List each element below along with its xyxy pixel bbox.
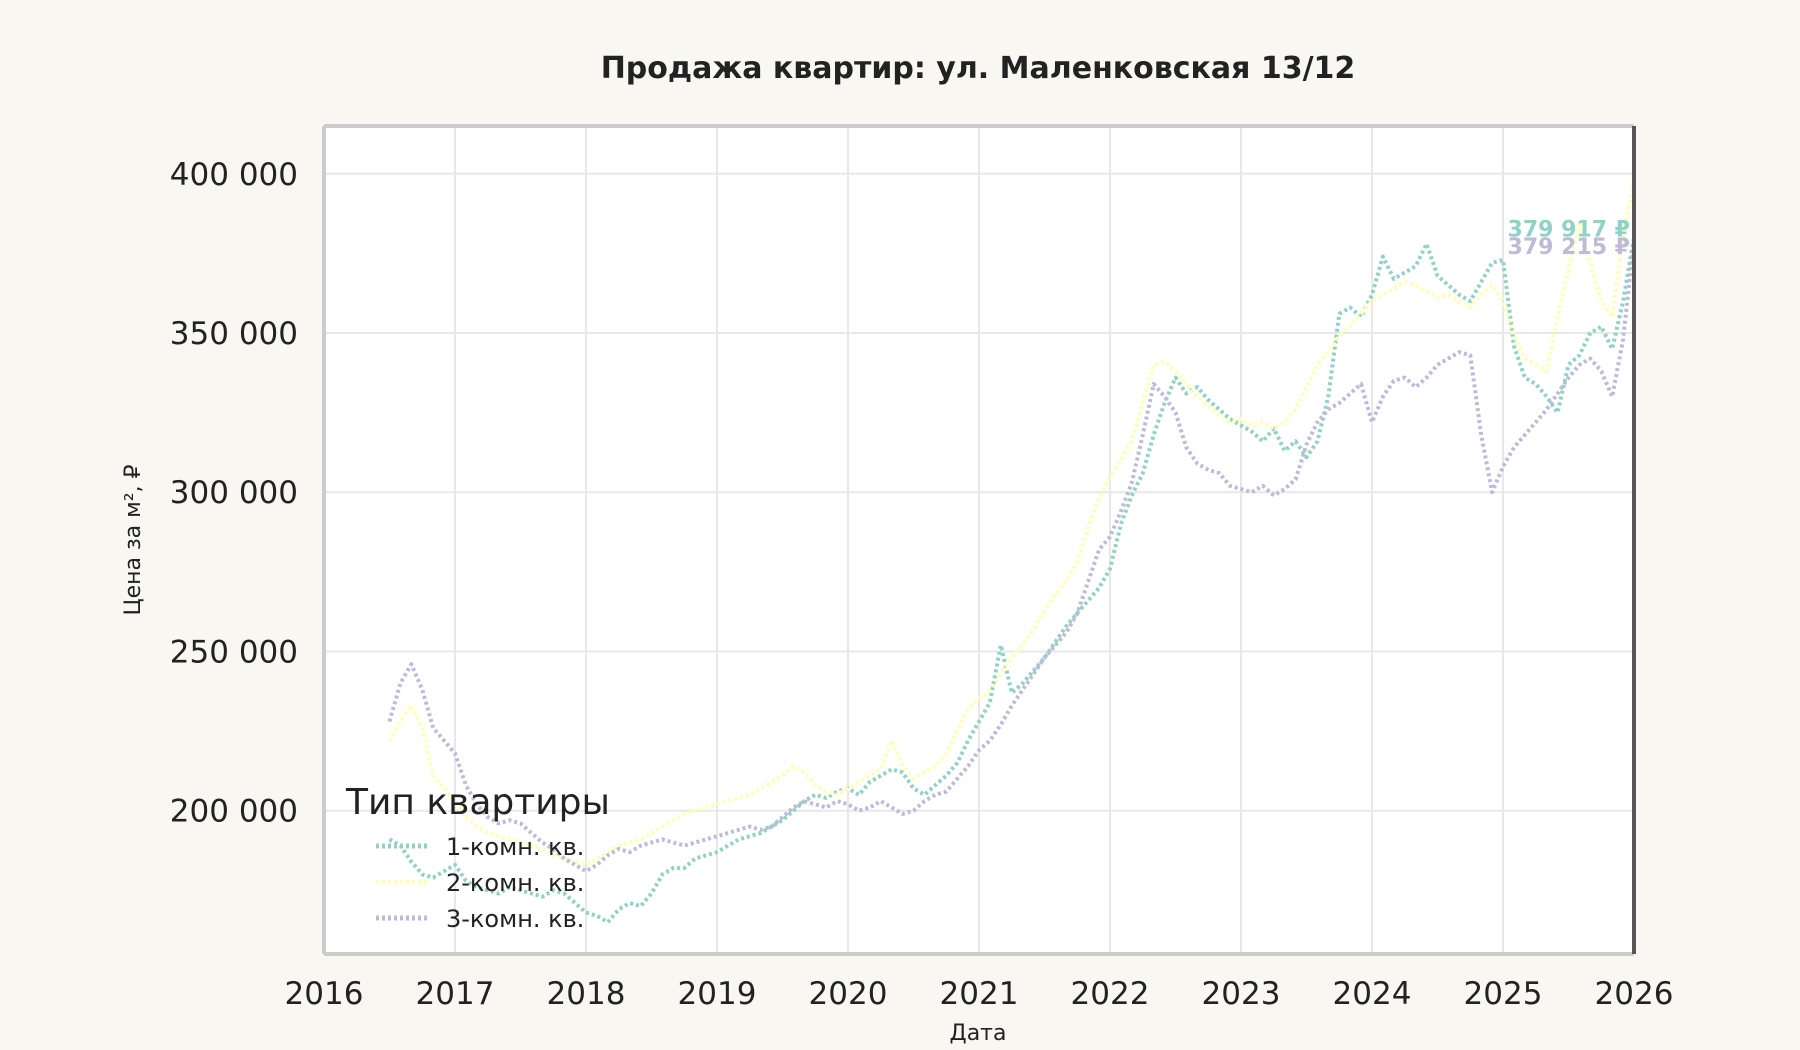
- axes: [322, 124, 1636, 956]
- y-tick-label: 400 000: [170, 157, 298, 193]
- x-tick-label: 2022: [1071, 976, 1150, 1012]
- x-tick-label: 2023: [1202, 976, 1281, 1012]
- legend-label: 2-комн. кв.: [446, 869, 584, 897]
- x-tick-label: 2019: [678, 976, 757, 1012]
- y-tick-label: 200 000: [170, 794, 298, 830]
- legend: Тип квартиры 1-комн. кв. 2-комн. кв. 3-ком…: [345, 782, 610, 933]
- y-tick-label: 250 000: [170, 634, 298, 670]
- x-tick-label: 2024: [1333, 976, 1412, 1012]
- tick-labels: 2016 2017 2018 2019 2020 2021 2022 2023 2024 2025…: [170, 157, 1674, 1012]
- x-tick-label: 2021: [940, 976, 1019, 1012]
- legend-label: 1-комн. кв.: [446, 833, 584, 861]
- x-tick-label: 2020: [809, 976, 888, 1012]
- y-tick-label: 300 000: [170, 475, 298, 511]
- series-lines: [387, 179, 1636, 925]
- x-tick-label: 2016: [285, 976, 364, 1012]
- legend-title: Тип квартиры: [345, 782, 610, 823]
- end-labels: 379 917 ₽379 215 ₽: [1508, 218, 1630, 260]
- legend-label: 3-комн. кв.: [446, 905, 584, 933]
- series-line-2: [387, 179, 1636, 867]
- chart-title: Продажа квартир: ул. Маленковская 13/12: [601, 51, 1356, 86]
- x-tick-label: 2017: [416, 976, 495, 1012]
- x-tick-label: 2025: [1464, 976, 1543, 1012]
- x-tick-label: 2026: [1595, 976, 1674, 1012]
- grid-lines: [323, 126, 1635, 954]
- end-value-label: 379 917 ₽: [1508, 218, 1630, 243]
- y-tick-label: 350 000: [170, 316, 298, 352]
- end-value-label: 379 215 ₽: [1508, 235, 1630, 260]
- x-axis-title: Дата: [950, 1021, 1007, 1046]
- y-axis-title: Цена за м², ₽: [121, 464, 146, 615]
- x-tick-label: 2018: [547, 976, 626, 1012]
- series-line-3: [387, 239, 1636, 874]
